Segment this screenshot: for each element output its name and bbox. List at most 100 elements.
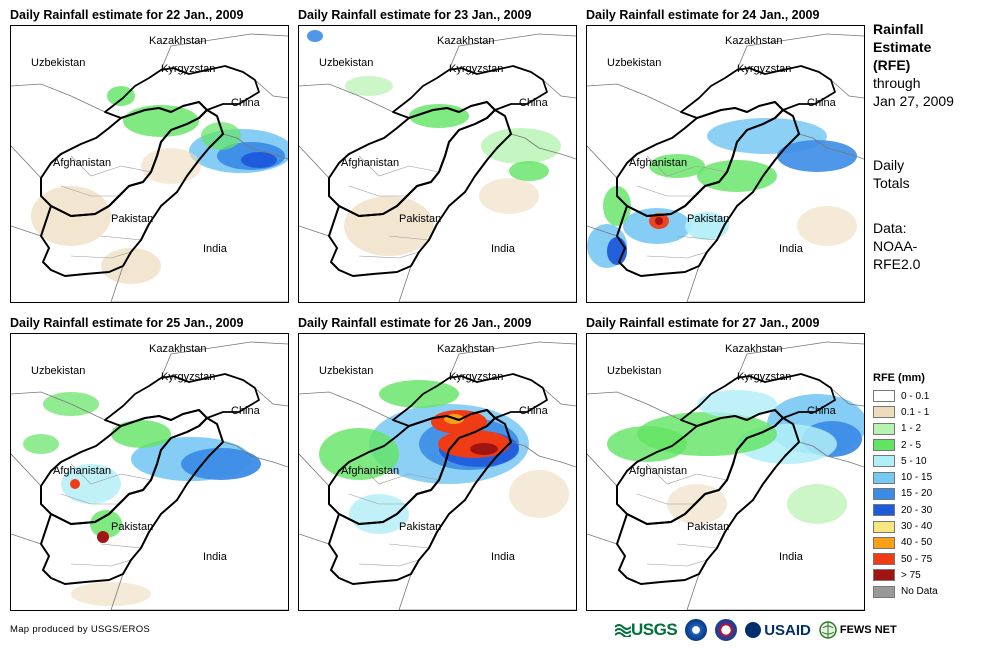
rainfall-area [787,484,847,524]
data-source: RFE2.0 [873,256,921,272]
province-line [358,463,440,485]
border-line [254,387,288,407]
legend-swatch [873,390,895,403]
pakistan-border [616,109,800,277]
rainfall-area [777,140,857,172]
rainfall-area [685,212,729,240]
province-line [646,251,708,259]
rainfall-area [479,178,539,214]
province-line [646,463,728,485]
country-label-china: China [519,97,549,109]
pakistan-border [616,417,800,585]
rainfall-area [345,76,393,96]
country-label-pakistan: Pakistan [687,521,729,533]
rainfall-area [379,380,459,408]
legend-item: > 75 [873,567,983,583]
title-line: Estimate [873,39,932,55]
map-panel-26jan: Daily Rainfall estimate for 26 Jan., 200… [298,316,577,611]
legend-swatch [873,422,895,435]
panel-title: Daily Rainfall estimate for 26 Jan., 200… [298,316,532,330]
border-line [11,145,42,179]
rainfall-map: Kazakhstan Uzbekistan Kyrgyzstan China Afgha… [10,333,289,611]
country-label-china: China [807,97,837,109]
legend-swatch [873,569,895,582]
legend-item: 30 - 40 [873,518,983,534]
map-description: Rainfall Estimate (RFE) through Jan 27, … [873,20,983,273]
country-label-uzbekistan: Uzbekistan [607,365,661,377]
through-date: Jan 27, 2009 [873,93,954,109]
legend-label: > 75 [901,569,921,581]
province-line [358,559,420,567]
border-line [736,341,864,379]
country-label-pakistan: Pakistan [111,213,153,225]
legend-label: 10 - 15 [901,472,933,484]
country-label-afghanistan: Afghanistan [53,465,111,477]
province-line [60,493,119,505]
country-label-india: India [203,551,228,563]
province-line [676,543,718,549]
rainfall-area [667,484,727,524]
map-canvas: Kazakhstan Uzbekistan Kyrgyzstan China Afgha… [299,341,576,610]
rainfall-area [797,206,857,246]
border-line [587,453,618,487]
province-line [676,235,718,241]
map-panel-25jan: Daily Rainfall estimate for 25 Jan., 200… [10,316,289,611]
legend-label: 30 - 40 [901,521,933,533]
province-line [358,155,440,177]
usaid-wordmark: USAID [764,621,811,639]
country-label-uzbekistan: Uzbekistan [319,57,373,69]
legend-label: 0 - 0.1 [901,390,930,402]
legend-item: 0 - 0.1 [873,388,983,404]
country-label-kyrgyzstan: Kyrgyzstan [737,63,791,75]
rainfall-area [470,443,498,455]
country-label-afghanistan: Afghanistan [341,157,399,169]
rainfall-area [23,434,59,454]
province-line [388,543,430,549]
data-source: NOAA- [873,238,918,254]
rainfall-area [241,152,277,168]
rainfall-map: Kazakhstan Uzbekistan Kyrgyzstan China Afgha… [298,333,577,611]
rainfall-area [509,470,569,518]
border-line [587,145,618,179]
legend-item: 15 - 20 [873,486,983,502]
through-label: through [873,75,921,91]
country-label-kyrgyzstan: Kyrgyzstan [449,371,503,383]
legend-swatch [873,520,895,533]
border-line [299,391,394,421]
map-panel-27jan: Daily Rainfall estimate for 27 Jan., 200… [586,316,865,611]
border-line [830,387,864,407]
border-line [587,533,618,545]
legend-label: 2 - 5 [901,439,922,451]
border-line [11,391,106,421]
rainfall-area [71,582,151,606]
border-line [587,391,682,421]
legend-swatch [873,439,895,452]
legend-label: 20 - 30 [901,504,933,516]
legend-label: 1 - 2 [901,423,922,435]
globe-icon [819,621,837,639]
country-label-pakistan: Pakistan [111,521,153,533]
country-label-afghanistan: Afghanistan [341,465,399,477]
country-label-india: India [491,551,516,563]
legend-swatch [873,553,895,566]
province-line [100,543,142,549]
rainfall-map: Kazakhstan Uzbekistan Kyrgyzstan China Afgha… [586,25,865,303]
country-label-afghanistan: Afghanistan [629,157,687,169]
rainfall-area [697,390,777,418]
province-line [70,155,152,177]
country-label-pakistan: Pakistan [399,521,441,533]
pakistan-border [328,417,512,585]
pakistan-border [328,109,512,277]
legend-items: 0 - 0.1 0.1 - 1 1 - 2 2 - 5 5 - 10 10 - 15 15 … [873,388,983,600]
border-line [11,83,106,113]
title-line: Rainfall [873,21,924,37]
country-label-uzbekistan: Uzbekistan [31,365,85,377]
rainfall-area [97,531,109,543]
rainfall-area [141,148,201,184]
country-label-china: China [807,405,837,417]
rainfall-area [655,217,663,225]
country-label-kazakhstan: Kazakhstan [437,35,494,47]
nasa-logo [715,619,738,641]
legend: RFE (mm) 0 - 0.1 0.1 - 1 1 - 2 2 - 5 5 - 10 1… [873,372,983,600]
fewsnet-logo: FEWS NET [819,621,897,639]
